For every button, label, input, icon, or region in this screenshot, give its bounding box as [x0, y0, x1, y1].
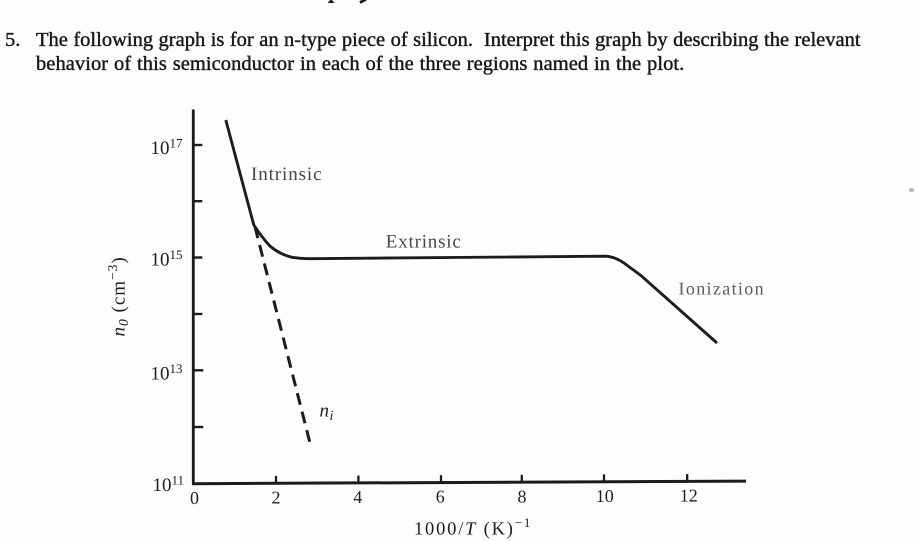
svg-text:2: 2 — [272, 487, 281, 507]
svg-text:8: 8 — [518, 486, 527, 506]
svg-text:ni: ni — [320, 400, 334, 424]
svg-text:12: 12 — [680, 485, 698, 505]
svg-text:1017: 1017 — [151, 135, 184, 159]
svg-text:Extrinsic: Extrinsic — [386, 232, 462, 253]
svg-text:10: 10 — [596, 486, 614, 506]
svg-text:4: 4 — [353, 487, 362, 507]
svg-text:1013: 1013 — [151, 361, 183, 385]
svg-text:1000/T (K)−1: 1000/T (K)−1 — [414, 515, 532, 540]
svg-text:Intrinsic: Intrinsic — [251, 164, 322, 185]
svg-text:Ionization: Ionization — [679, 279, 765, 299]
svg-text:6: 6 — [436, 486, 445, 506]
svg-text:1011: 1011 — [152, 472, 184, 496]
svg-text:1015: 1015 — [151, 247, 183, 271]
svg-text:n0 (cm−3): n0 (cm−3) — [105, 256, 131, 336]
svg-text:0: 0 — [190, 488, 199, 508]
